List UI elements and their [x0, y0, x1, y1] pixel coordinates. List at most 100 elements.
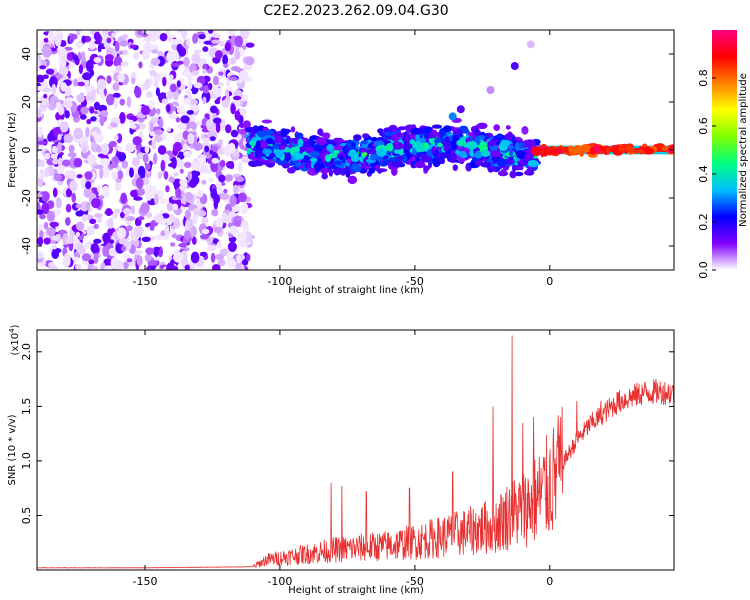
noise-cell [233, 184, 239, 195]
noise-cell [175, 187, 182, 199]
noise-cell [176, 107, 183, 114]
noise-cell [75, 30, 81, 36]
noise-cell [37, 61, 41, 67]
signal-cell [493, 124, 501, 131]
noise-cell [198, 33, 206, 40]
noise-cell [238, 108, 247, 116]
noise-cell [68, 144, 75, 153]
noise-cell [183, 56, 190, 67]
noise-cell [197, 189, 204, 198]
noise-cell [43, 93, 48, 99]
noise-cell [93, 223, 99, 230]
noise-cell [99, 167, 104, 180]
signal-cell [317, 128, 324, 136]
noise-cell [114, 260, 124, 270]
noise-cell [154, 247, 159, 258]
noise-cell [122, 49, 128, 56]
noise-cell [173, 249, 180, 260]
noise-cell [140, 105, 151, 116]
noise-cell [222, 54, 229, 66]
noise-cell [81, 35, 86, 44]
noise-cell [102, 232, 111, 243]
noise-cell [227, 142, 236, 154]
noise-cell [80, 106, 89, 115]
y-tick-label: 40 [20, 47, 33, 61]
noise-cell [181, 179, 188, 192]
x-tick-label: -100 [267, 275, 292, 288]
noise-cell [88, 40, 96, 50]
noise-cell [106, 37, 112, 44]
noise-cell [122, 34, 128, 40]
noise-cell [229, 225, 239, 235]
noise-cell [99, 116, 105, 127]
noise-cell [121, 245, 127, 252]
noise-cell [114, 208, 121, 214]
noise-cell [161, 235, 171, 240]
signal-cell [668, 144, 674, 153]
noise-cell [37, 126, 43, 138]
noise-cell [204, 145, 210, 153]
noise-cell [94, 134, 104, 144]
noise-cell [157, 145, 167, 155]
noise-cell [192, 33, 199, 44]
noise-cell [162, 76, 167, 87]
noise-cell [203, 40, 213, 45]
signal-cell [452, 129, 463, 135]
noise-cell [170, 242, 176, 247]
noise-cell [169, 38, 180, 45]
noise-cell [214, 87, 223, 98]
noise-cell [237, 134, 242, 141]
noise-cell [134, 86, 142, 99]
noise-cell [237, 161, 243, 173]
noise-cell [179, 168, 184, 174]
noise-cell [37, 108, 42, 118]
noise-cell [104, 265, 114, 270]
noise-cell [170, 83, 177, 93]
noise-cell [117, 170, 124, 180]
noise-cell [145, 247, 155, 255]
noise-cell [211, 33, 221, 38]
noise-cell [166, 127, 172, 132]
signal-cell [480, 149, 491, 157]
noise-cell [150, 57, 161, 66]
noise-cell [56, 101, 61, 107]
signal-cell [439, 152, 450, 158]
noise-cell [202, 46, 209, 52]
noise-cell [133, 196, 143, 201]
snr-y-multiplier: (x104) [8, 324, 21, 355]
noise-cell [186, 110, 194, 115]
noise-cell [232, 206, 239, 212]
noise-cell [229, 57, 237, 65]
signal-cell [512, 165, 524, 171]
signal-cell [332, 145, 344, 151]
signal-cell [458, 150, 467, 158]
noise-cell [154, 129, 164, 136]
signal-cell [491, 155, 501, 162]
signal-cell [487, 140, 496, 147]
noise-cell [102, 185, 110, 196]
noise-cell [240, 30, 250, 39]
noise-cell [183, 150, 192, 158]
noise-cell [119, 40, 128, 47]
noise-cell [176, 80, 181, 88]
signal-cell [338, 154, 344, 160]
noise-cell [84, 85, 94, 92]
noise-cell [137, 188, 145, 196]
noise-cell [64, 46, 73, 51]
signal-cell [320, 167, 329, 175]
noise-cell [53, 173, 62, 181]
noise-cell [113, 56, 123, 68]
signal-cell [326, 144, 335, 152]
noise-cell [71, 192, 76, 203]
signal-cell [526, 167, 533, 175]
noise-cell [61, 159, 71, 167]
noise-cell [135, 177, 144, 189]
noise-cell [237, 232, 248, 241]
noise-cell [234, 110, 241, 121]
noise-cell [226, 161, 235, 169]
noise-cell [210, 105, 218, 114]
noise-cell [97, 153, 105, 158]
noise-cell [97, 184, 102, 193]
colorbar-tick-label: 0.2 [697, 213, 710, 231]
noise-cell [57, 133, 62, 141]
